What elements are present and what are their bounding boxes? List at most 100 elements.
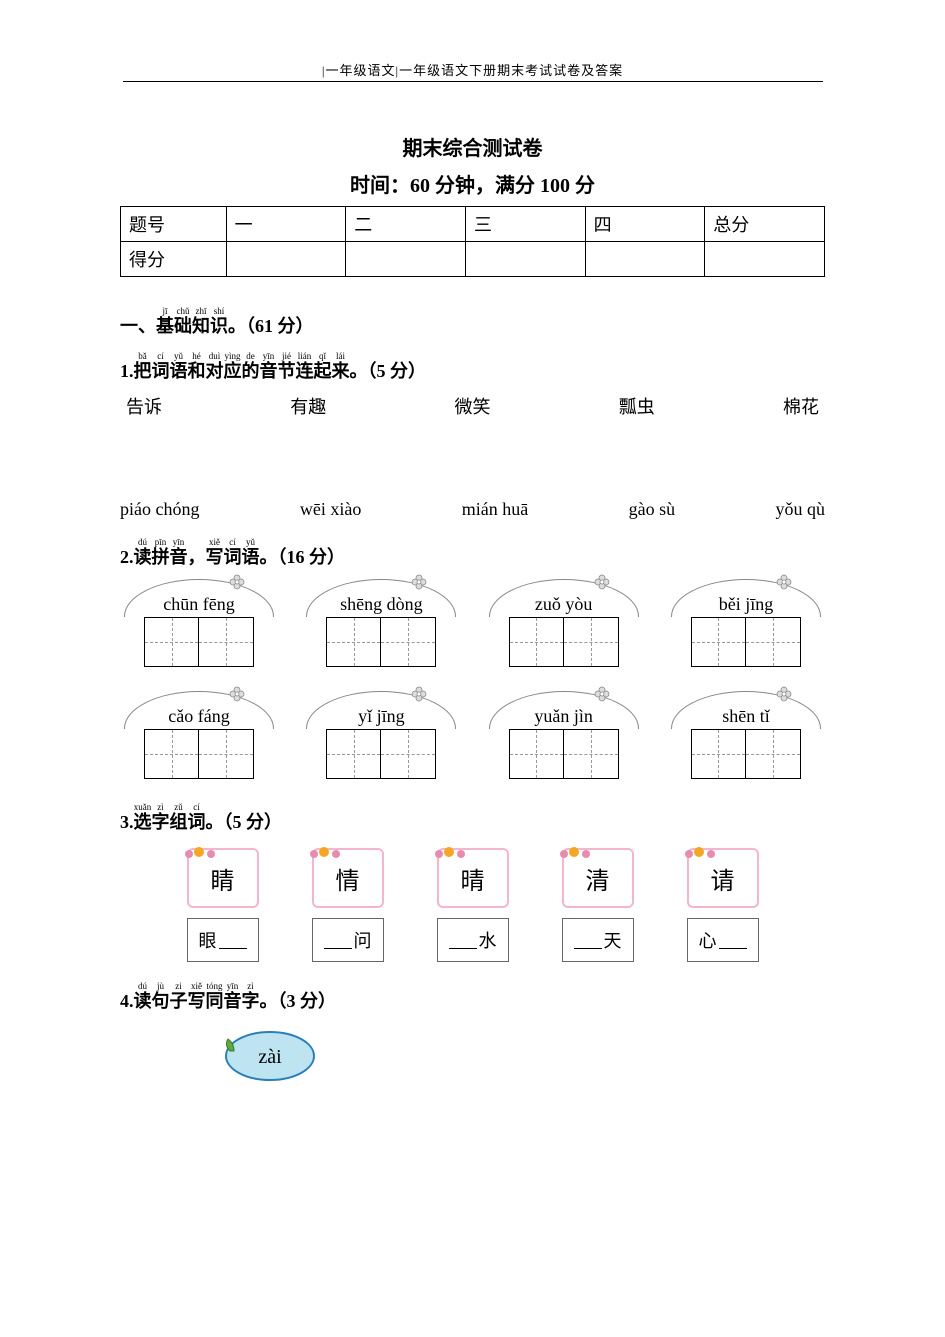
ruby: 读dú: [134, 991, 152, 1011]
table-row: 题号 一 二 三 四 总分: [121, 207, 825, 242]
flower-icon: [776, 574, 792, 590]
cell: [465, 242, 585, 277]
fill-box: 天: [562, 918, 634, 962]
qnum: 3.: [120, 812, 134, 832]
mushroom-pinyin: zuǒ yòu: [535, 594, 593, 615]
tian-grid: [509, 729, 619, 779]
fill-text: 眼: [199, 927, 217, 953]
ruby: 把bǎ: [134, 361, 152, 381]
mushroom-pinyin: yuǎn jìn: [534, 706, 593, 727]
pinyin: piáo chóng: [120, 499, 199, 520]
q2-mushrooms: chūn fēng shēng dòng zuǒ yòu běi jīng cǎo f…: [120, 579, 825, 779]
th: 三: [465, 207, 585, 242]
flower-icon: [411, 574, 427, 590]
char-card: 晴: [437, 848, 509, 908]
pinyin: mián huā: [462, 499, 528, 520]
mushroom-cap: shēn tǐ: [671, 691, 821, 729]
qnum: 2.: [120, 547, 134, 567]
mushroom-cap: shēng dòng: [306, 579, 456, 617]
points: （3 分）: [278, 991, 337, 1011]
ruby: 音yīn: [224, 991, 242, 1011]
word: 瓢虫: [619, 393, 655, 419]
ruby: 的de: [242, 361, 260, 381]
mushroom-box: yuǎn jìn: [489, 691, 639, 779]
blank-line: [449, 931, 477, 949]
char-card: 睛: [187, 848, 259, 908]
qnum: 4.: [120, 991, 134, 1011]
ruby: 知zhī: [192, 316, 210, 336]
ruby: 字zì: [152, 812, 170, 832]
page-header: |一年级语文|一年级语文下册期末考试试卷及答案: [120, 60, 825, 79]
ruby: 句jù: [152, 991, 170, 1011]
mushroom-box: chūn fēng: [124, 579, 274, 667]
word: 微笑: [455, 393, 491, 419]
mushroom-box: běi jīng: [671, 579, 821, 667]
flower-icon: [776, 686, 792, 702]
flower-icon: [229, 686, 245, 702]
card-deco-icon: [683, 840, 743, 854]
mushroom-cap: yǐ jīng: [306, 691, 456, 729]
cell: [705, 242, 825, 277]
ruby: 字zì: [242, 991, 260, 1011]
tian-grid: [326, 729, 436, 779]
mushroom-box: yǐ jīng: [306, 691, 456, 779]
score-table: 题号 一 二 三 四 总分 得分: [120, 206, 825, 277]
ruby: 音yīn: [260, 361, 278, 381]
mushroom-row: chūn fēng shēng dòng zuǒ yòu běi jīng: [120, 579, 825, 667]
tian-grid: [691, 617, 801, 667]
table-row: 得分: [121, 242, 825, 277]
tian-grid: [326, 617, 436, 667]
tian-cell: [144, 617, 199, 667]
pinyin: yǒu qù: [775, 499, 825, 520]
ruby: 组zǔ: [170, 812, 188, 832]
qnum: 1.: [120, 361, 134, 381]
pinyin: gào sù: [629, 499, 676, 520]
card-deco-icon: [308, 840, 368, 854]
char-card: 清: [562, 848, 634, 908]
mushroom-pinyin: shēn tǐ: [722, 706, 770, 727]
q1-pinyin-row: piáo chóng wēi xiào mián huā gào sù yǒu …: [120, 499, 825, 520]
blank-line: [324, 931, 352, 949]
mushroom-pinyin: chūn fēng: [163, 594, 234, 615]
mushroom-box: zuǒ yòu: [489, 579, 639, 667]
cell: [346, 242, 466, 277]
ruby: 词cí: [224, 547, 242, 567]
tian-cell: [509, 617, 564, 667]
mushroom-pinyin: cǎo fáng: [168, 706, 229, 727]
mushroom-cap: chūn fēng: [124, 579, 274, 617]
word: 棉花: [783, 393, 819, 419]
q1-words-row: 告诉 有趣 微笑 瓢虫 棉花: [120, 393, 825, 419]
ruby: 选xuǎn: [134, 812, 152, 832]
ruby: 和hé: [188, 361, 206, 381]
cell: [585, 242, 705, 277]
ruby: 连lián: [296, 361, 314, 381]
mushroom-pinyin: yǐ jīng: [358, 706, 405, 727]
tian-grid: [509, 617, 619, 667]
ruby: 写xiě: [188, 991, 206, 1011]
th: 四: [585, 207, 705, 242]
ruby: 读dú: [134, 547, 152, 567]
ruby: 拼pīn: [152, 547, 170, 567]
points: （5 分）: [224, 812, 283, 832]
card-deco-icon: [433, 840, 493, 854]
ruby: 语yǔ: [242, 547, 260, 567]
ruby: 子zi: [170, 991, 188, 1011]
tian-grid: [144, 617, 254, 667]
ruby: 础chǔ: [174, 316, 192, 336]
tian-cell: [509, 729, 564, 779]
tian-cell: [326, 617, 381, 667]
tian-cell: [564, 729, 619, 779]
char: 请: [711, 861, 735, 896]
card-deco-icon: [558, 840, 618, 854]
ruby: 识shí: [210, 316, 228, 336]
card-deco-icon: [183, 840, 243, 854]
points: （5 分）: [368, 361, 427, 381]
tian-cell: [381, 617, 436, 667]
paper-title: 期末综合测试卷: [120, 132, 825, 161]
ruby: 词cí: [188, 812, 206, 832]
tian-cell: [144, 729, 199, 779]
pinyin: wēi xiào: [300, 499, 361, 520]
lemon-icon: zài: [220, 1023, 320, 1083]
mushroom-row: cǎo fáng yǐ jīng yuǎn jìn shēn tǐ: [120, 691, 825, 779]
tian-cell: [691, 617, 746, 667]
